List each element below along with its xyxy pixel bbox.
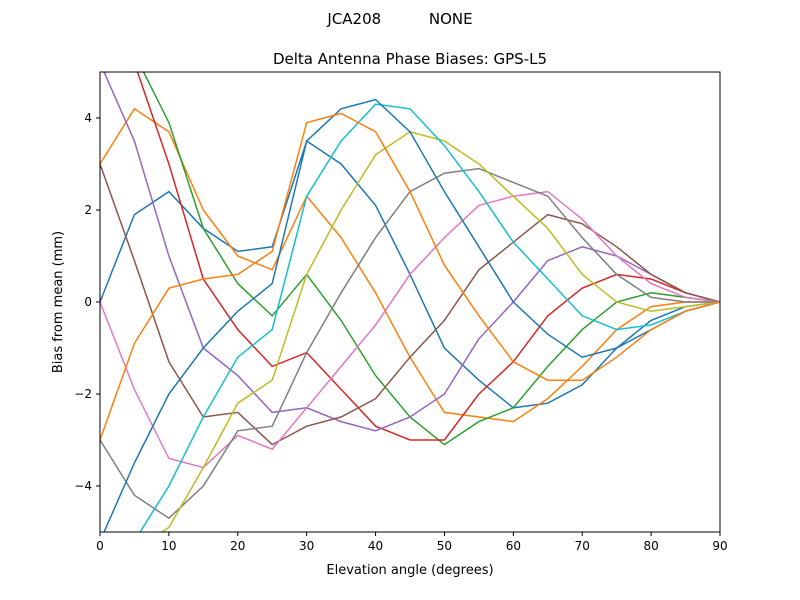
x-tick-label: 30 — [299, 539, 314, 553]
axes-frame — [99, 71, 721, 533]
y-axis: −4 −2 0 2 4 — [74, 111, 100, 493]
x-tick-label: 0 — [96, 539, 104, 553]
series-line-10 — [103, 98, 720, 532]
x-tick-label: 40 — [368, 539, 383, 553]
series-line-9 — [139, 103, 720, 532]
series-line-11 — [100, 112, 720, 441]
series-lines — [100, 72, 720, 532]
x-tick-label: 60 — [506, 539, 521, 553]
series-line-3 — [136, 72, 720, 441]
x-tick-label: 90 — [712, 539, 727, 553]
x-tick-label: 70 — [575, 539, 590, 553]
y-tick-label: −4 — [74, 479, 92, 493]
series-line-7 — [100, 167, 720, 520]
series-line-2 — [142, 72, 720, 446]
y-tick-label: 2 — [84, 203, 92, 217]
y-axis-label: Bias from mean (mm) — [51, 231, 66, 373]
series-line-6 — [100, 190, 720, 469]
x-tick-label: 20 — [230, 539, 245, 553]
x-axis: 0 10 20 30 40 50 60 70 80 90 — [96, 532, 728, 553]
x-tick-label: 50 — [437, 539, 452, 553]
chart-suptitle: JCA208 NONE — [326, 10, 472, 28]
x-tick-label: 80 — [643, 539, 658, 553]
chart-title: Delta Antenna Phase Biases: GPS-L5 — [273, 50, 547, 68]
y-tick-label: 4 — [84, 111, 92, 125]
y-tick-label: −2 — [74, 387, 92, 401]
x-tick-label: 10 — [161, 539, 176, 553]
x-axis-label: Elevation angle (degrees) — [326, 563, 493, 578]
y-tick-label: 0 — [84, 295, 92, 309]
